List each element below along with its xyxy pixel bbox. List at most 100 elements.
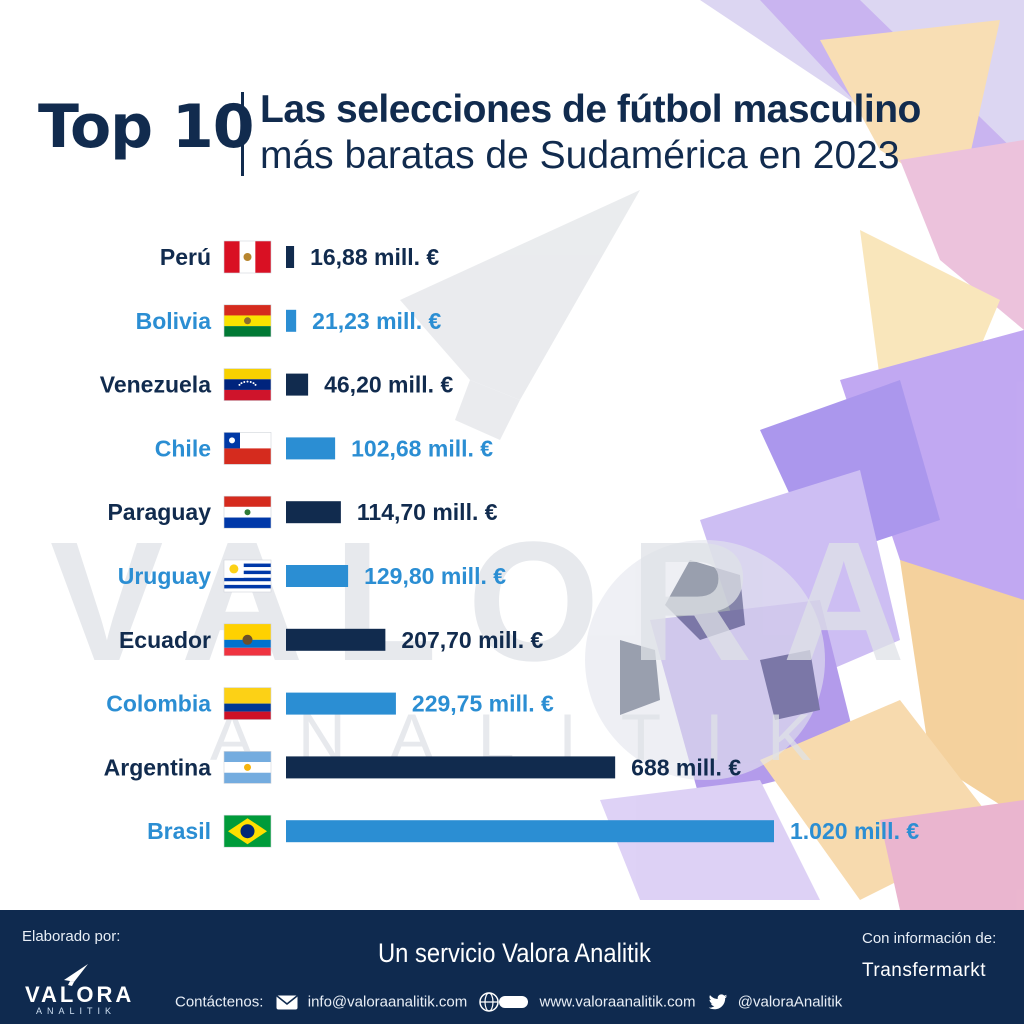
source-label: Con información de: <box>862 930 997 947</box>
flag-border <box>223 814 272 848</box>
bar <box>286 820 774 843</box>
flag-stripe <box>224 772 271 784</box>
category-label: Ecuador <box>119 627 211 653</box>
bar-row: Bolivia 21,23 mill. € <box>136 304 442 338</box>
flag-emblem <box>244 509 251 516</box>
soccer-ball-icon <box>585 540 825 780</box>
watermark-brand: VALORA <box>50 507 935 697</box>
value-label: 102,68 mill. € <box>351 435 493 461</box>
flag-icon-bolivia <box>223 304 272 338</box>
flag-stripe <box>224 241 240 273</box>
logo-name: VALORA <box>25 982 135 1007</box>
flag-stripe <box>224 567 271 571</box>
flag-border <box>223 559 272 593</box>
value-label: 114,70 mill. € <box>357 499 498 525</box>
flag-border <box>223 495 272 529</box>
value-label: 16,88 mill. € <box>310 244 439 270</box>
flag-stripe <box>224 517 271 529</box>
title-divider <box>241 92 244 176</box>
flag-star <box>243 380 246 383</box>
bar-row: Venezuela 46,20 mill. € <box>100 368 453 401</box>
flag-sun <box>229 564 239 574</box>
bar <box>286 756 616 779</box>
category-label: Bolivia <box>136 308 212 334</box>
category-label: Uruguay <box>118 563 212 589</box>
bar <box>286 692 396 715</box>
flag-icon-peru <box>223 240 272 274</box>
value-label: 46,20 mill. € <box>324 372 453 398</box>
flag-icon-paraguay <box>223 495 272 529</box>
twitter-icon <box>708 993 727 1009</box>
bar-row: Argentina 688 mill. € <box>104 751 741 784</box>
email-link[interactable]: info@valoraanalitik.com <box>307 993 468 1011</box>
flag-star <box>229 437 235 444</box>
flag-stripe <box>224 563 271 568</box>
flag-star <box>254 383 257 386</box>
bar <box>286 373 309 396</box>
category-label: Venezuela <box>100 372 211 398</box>
value-label: 207,70 mill. € <box>401 627 543 653</box>
bar <box>286 501 341 524</box>
value-label: 21,23 mill. € <box>312 308 441 334</box>
background-decoration: VALORA ANALITIK <box>50 0 1024 910</box>
website-link[interactable]: www.valoraanalitik.com <box>539 993 696 1011</box>
bar-row: Perú 16,88 mill. € <box>160 240 439 274</box>
bar-row: Uruguay 129,80 mill. € <box>118 559 506 593</box>
flag-icon-colombia <box>223 687 272 720</box>
bar-row: Chile 102,68 mill. € <box>155 432 493 465</box>
flag-star <box>240 382 243 385</box>
value-label: 229,75 mill. € <box>412 691 554 717</box>
flag-icon-uruguay <box>223 559 272 593</box>
twitter-handle[interactable]: @valoraAnalitik <box>737 993 843 1011</box>
flag-stripe <box>224 751 271 763</box>
flag-border <box>223 623 272 657</box>
flag-emblem <box>242 634 253 645</box>
flag-stripe <box>224 448 271 465</box>
category-label: Chile <box>155 435 211 461</box>
valora-logo-icon <box>64 964 88 986</box>
flag-border <box>223 432 272 465</box>
flag-stripe <box>224 577 271 582</box>
footer: Elaborado por: VALORA ANALITIK Un servic… <box>0 910 1024 1024</box>
bar <box>286 437 336 460</box>
flag-border <box>223 687 272 720</box>
category-label: Paraguay <box>107 499 211 525</box>
category-label: Brasil <box>147 818 211 844</box>
flag-icon-ecuador <box>223 623 272 657</box>
flag-star <box>249 380 252 383</box>
flag-star <box>246 380 249 383</box>
category-label: Colombia <box>106 691 211 717</box>
flag-stripe <box>224 647 271 656</box>
flag-border <box>223 304 272 338</box>
bar <box>286 246 295 268</box>
contact-row: Contáctenos: info@valoraanalitik.com www… <box>175 992 842 1012</box>
flag-sun <box>244 763 251 771</box>
flag-stripe <box>224 574 271 578</box>
bar <box>286 309 297 332</box>
value-label: 1.020 mill. € <box>790 818 919 844</box>
flag-stripe <box>224 326 271 337</box>
source-value: Transfermarkt <box>862 960 987 981</box>
flag-icon-argentina <box>223 751 272 784</box>
flag-icon-brazil <box>223 814 272 848</box>
service-text: Un servicio Valora Analitik <box>378 938 651 968</box>
contact-label: Contáctenos: <box>175 993 264 1011</box>
bar <box>286 628 386 651</box>
flag-stripe <box>224 584 271 589</box>
flag-stripe <box>224 711 271 720</box>
category-label: Argentina <box>104 754 212 780</box>
globe-www-icon <box>479 992 529 1012</box>
page-title: Top 10 <box>38 92 255 162</box>
flag-stripe <box>224 560 271 564</box>
flag-star <box>238 383 241 386</box>
flag-border <box>223 751 272 784</box>
flag-emblem <box>244 317 251 325</box>
flag-icon-chile <box>223 432 272 465</box>
made-by-label: Elaborado por: <box>22 928 121 945</box>
flag-stripe <box>224 389 271 401</box>
bar-row: Ecuador 207,70 mill. € <box>119 623 544 657</box>
flag-stripe <box>224 570 271 575</box>
value-label: 688 mill. € <box>631 754 741 780</box>
title-line-2: más baratas de Sudamérica en 2023 <box>260 134 900 177</box>
